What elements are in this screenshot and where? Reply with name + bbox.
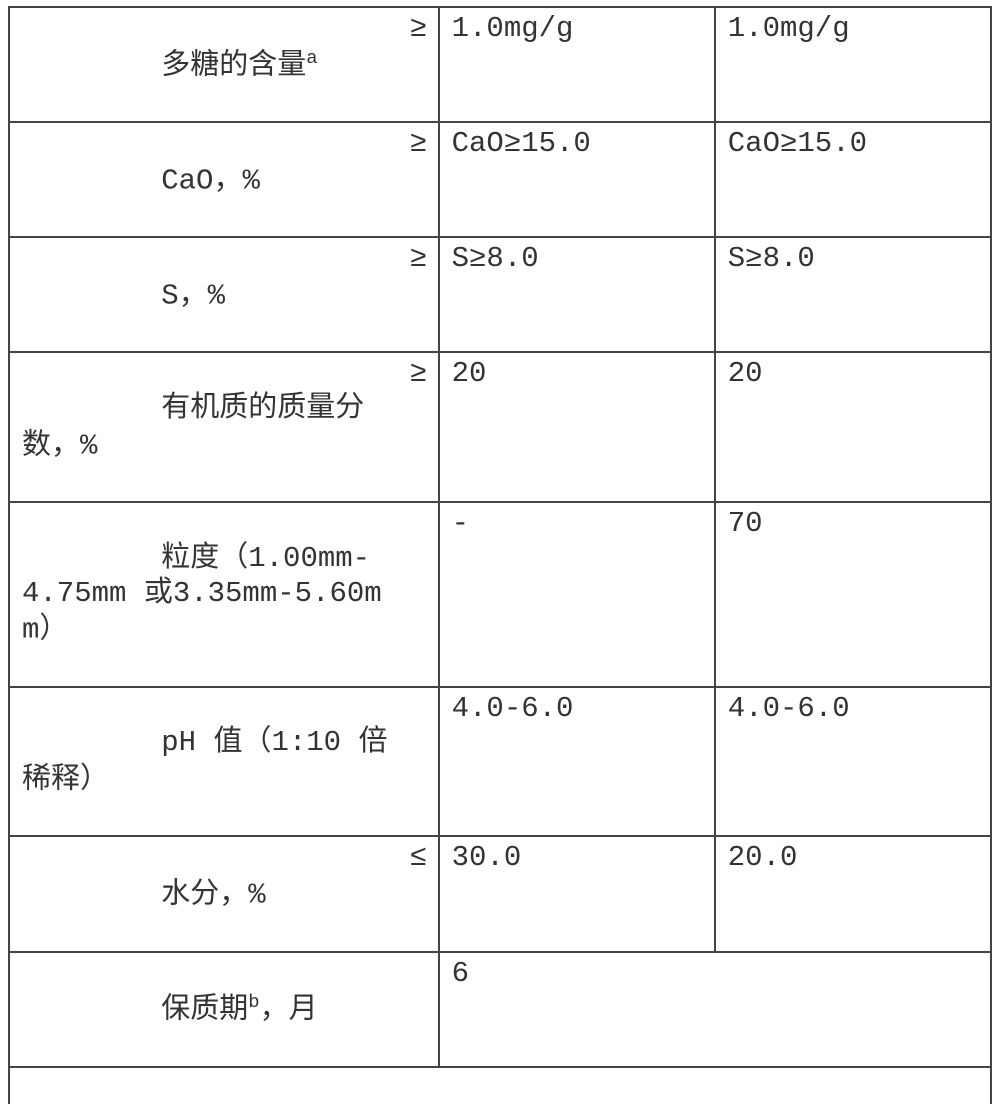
footnote-row: a 硫酸-苯酚法测定； b 此项仅在监督部门或仲裁双方认为有必要时检测。 bbox=[9, 1067, 991, 1104]
table-row: CaO，% ≥ CaO≥15.0 CaO≥15.0 bbox=[9, 122, 991, 237]
label-pre: pH 值（1:10 倍稀释） bbox=[22, 726, 387, 796]
comparator-symbol: ≥ bbox=[398, 122, 439, 237]
param-label: 水分，% bbox=[9, 836, 398, 951]
label-pre: S，% bbox=[161, 280, 225, 313]
param-label: 保质期b，月 bbox=[9, 952, 398, 1067]
param-label: 有机质的质量分数，% bbox=[9, 352, 398, 502]
value-col-2: 20.0 bbox=[715, 836, 991, 951]
value-col-2: 70 bbox=[715, 502, 991, 687]
param-label: S，% bbox=[9, 237, 398, 352]
value-col-2: CaO≥15.0 bbox=[715, 122, 991, 237]
label-post: ，月 bbox=[260, 994, 318, 1027]
value-col-1: S≥8.0 bbox=[439, 237, 715, 352]
table-row: 有机质的质量分数，% ≥ 20 20 bbox=[9, 352, 991, 502]
value-col-2: 20 bbox=[715, 352, 991, 502]
value-col-1: 1.0mg/g bbox=[439, 7, 715, 122]
comparator-symbol bbox=[398, 502, 439, 687]
comparator-symbol: ≤ bbox=[398, 836, 439, 951]
label-pre: 水分，% bbox=[161, 879, 265, 912]
spec-table: 多糖的含量a ≥ 1.0mg/g 1.0mg/g CaO，% ≥ CaO≥15.… bbox=[8, 6, 992, 1104]
comparator-symbol: ≥ bbox=[398, 7, 439, 122]
table-row: S，% ≥ S≥8.0 S≥8.0 bbox=[9, 237, 991, 352]
value-col-1: 30.0 bbox=[439, 836, 715, 951]
value-col-2: 4.0-6.0 bbox=[715, 687, 991, 837]
label-pre: CaO，% bbox=[161, 165, 260, 198]
value-col-1: 4.0-6.0 bbox=[439, 687, 715, 837]
table-row-merged: 保质期b，月 6 bbox=[9, 952, 991, 1067]
table-row: pH 值（1:10 倍稀释） 4.0-6.0 4.0-6.0 bbox=[9, 687, 991, 837]
value-col-1: - bbox=[439, 502, 715, 687]
table-body: 多糖的含量a ≥ 1.0mg/g 1.0mg/g CaO，% ≥ CaO≥15.… bbox=[9, 7, 991, 1104]
param-label: CaO，% bbox=[9, 122, 398, 237]
value-col-1: 20 bbox=[439, 352, 715, 502]
table-row: 水分，% ≤ 30.0 20.0 bbox=[9, 836, 991, 951]
table-row: 多糖的含量a ≥ 1.0mg/g 1.0mg/g bbox=[9, 7, 991, 122]
value-merged: 6 bbox=[439, 952, 991, 1067]
comparator-symbol: ≥ bbox=[398, 237, 439, 352]
label-pre: 粒度（1.00mm-4.75mm 或3.35mm-5.60mm） bbox=[22, 542, 382, 647]
comparator-symbol: ≥ bbox=[398, 352, 439, 502]
footnotes-cell: a 硫酸-苯酚法测定； b 此项仅在监督部门或仲裁双方认为有必要时检测。 bbox=[9, 1067, 991, 1104]
value-col-2: 1.0mg/g bbox=[715, 7, 991, 122]
param-label: 粒度（1.00mm-4.75mm 或3.35mm-5.60mm） bbox=[9, 502, 398, 687]
label-sup: b bbox=[248, 991, 259, 1013]
value-col-1: CaO≥15.0 bbox=[439, 122, 715, 237]
value-col-2: S≥8.0 bbox=[715, 237, 991, 352]
param-label: pH 值（1:10 倍稀释） bbox=[9, 687, 398, 837]
param-label: 多糖的含量a bbox=[9, 7, 398, 122]
comparator-symbol bbox=[398, 952, 439, 1067]
label-pre: 保质期 bbox=[161, 994, 248, 1027]
label-pre: 多糖的含量 bbox=[161, 49, 306, 82]
comparator-symbol bbox=[398, 687, 439, 837]
label-sup: a bbox=[306, 47, 317, 69]
label-pre: 有机质的质量分数，% bbox=[22, 392, 364, 462]
table-row: 粒度（1.00mm-4.75mm 或3.35mm-5.60mm） - 70 bbox=[9, 502, 991, 687]
